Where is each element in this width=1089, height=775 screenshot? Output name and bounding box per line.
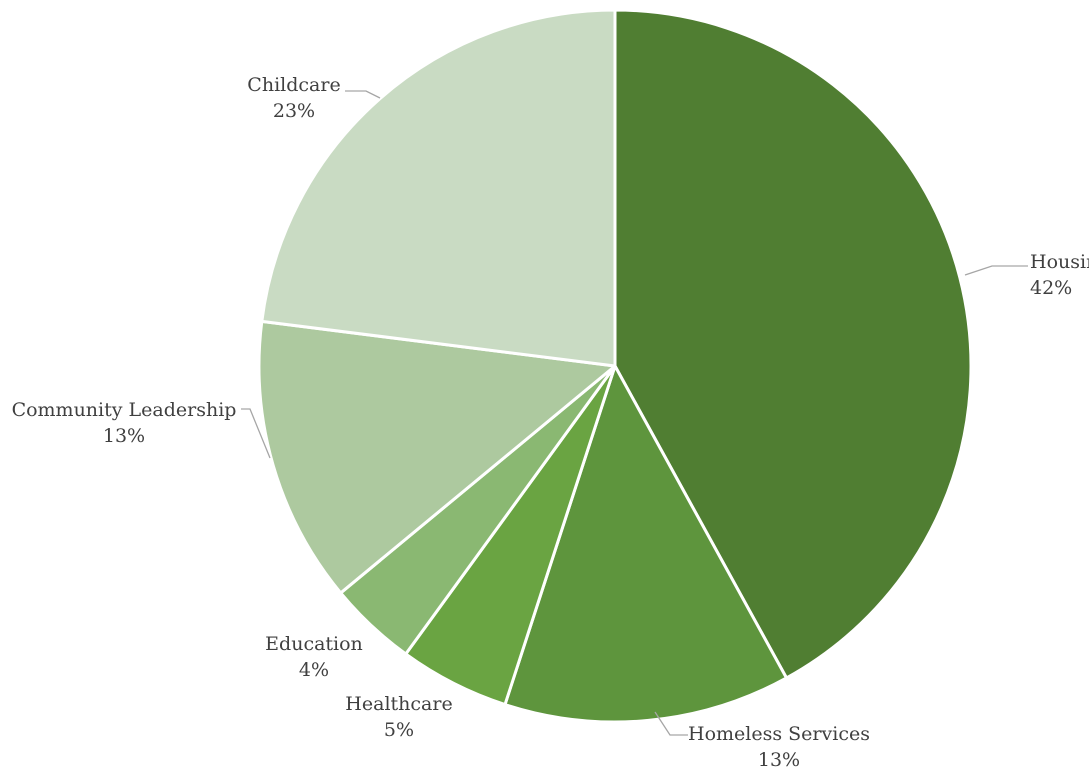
data-label-category: Healthcare [345,693,452,715]
data-label-homeless-services: Homeless Services 13% [688,723,870,771]
pie-slice-homeless-services [503,364,789,724]
leader-lines [241,90,1028,736]
data-label-community-leadership: Community Leadership 13% [12,399,237,447]
data-label-category: Childcare [247,74,340,96]
data-label-education: Education 4% [265,633,363,681]
data-label-category: Housing [1030,251,1089,273]
leader-line-housing [964,265,1028,276]
data-label-housing: Housing 42% [1030,251,1089,299]
pie-slices [257,8,973,724]
pie-slice-housing [613,8,973,680]
data-label-category: Homeless Services [688,723,870,745]
data-label-value: 13% [758,749,800,771]
leader-line-community-leadership [241,408,271,459]
data-label-category: Education [265,633,363,655]
leader-line-childcare [345,90,381,99]
data-labels: Housing 42% Homeless Services 13% Healthcare… [12,74,1089,771]
data-label-value: 4% [299,659,329,681]
data-label-value: 13% [103,425,145,447]
data-label-healthcare: Healthcare 5% [345,693,452,741]
leader-line-homeless-services [654,711,688,736]
pie-slice-community-leadership [257,319,617,595]
data-label-childcare: Childcare 23% [247,74,340,122]
data-label-category: Community Leadership [12,399,237,421]
pie-slice-childcare [260,8,617,368]
data-label-value: 23% [273,100,315,122]
data-label-value: 5% [384,719,414,741]
data-label-value: 42% [1030,277,1072,299]
